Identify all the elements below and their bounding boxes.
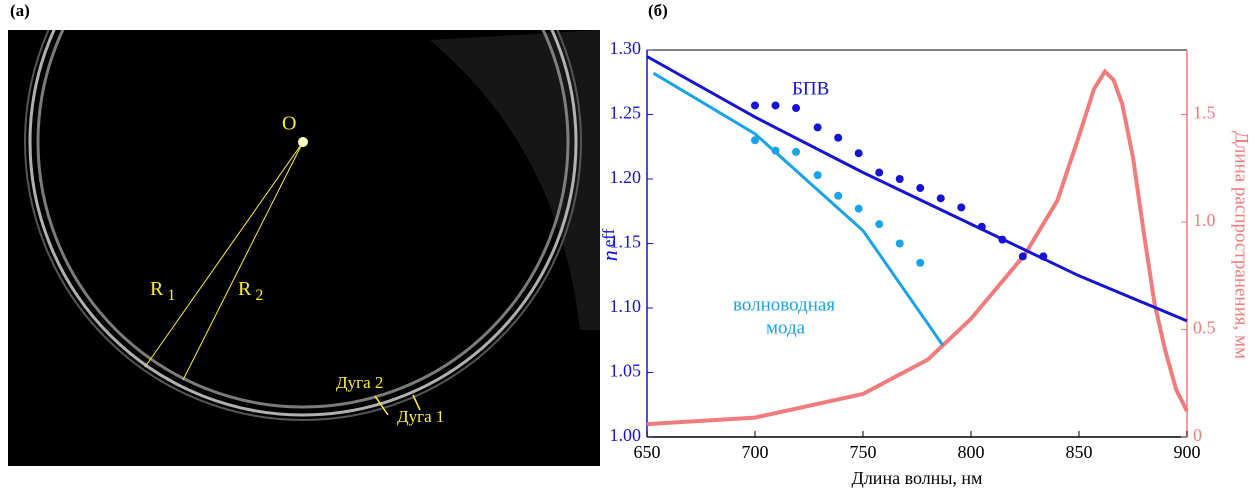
x-tick-label: 650 xyxy=(634,442,661,462)
data-point xyxy=(854,204,863,213)
y-tick-label: 1.30 xyxy=(610,38,642,58)
data-point xyxy=(771,101,780,110)
radius-index: 2 xyxy=(255,287,263,304)
x-tick-label: 850 xyxy=(1066,442,1093,462)
data-point xyxy=(875,168,884,177)
data-point xyxy=(957,203,966,212)
y-tick-label: 1.00 xyxy=(610,425,642,445)
radius-index: 1 xyxy=(167,287,175,304)
data-point xyxy=(834,191,843,200)
data-point xyxy=(977,222,986,231)
data-point xyxy=(792,147,801,156)
y2-tick-label: 1.0 xyxy=(1193,210,1216,230)
y-label-symbol: n xyxy=(597,250,622,261)
y-tick-label: 1.10 xyxy=(610,296,642,316)
data-point xyxy=(813,123,822,132)
y-tick-label: 1.05 xyxy=(610,361,642,381)
data-point xyxy=(895,175,904,183)
radius-symbol: R xyxy=(150,278,164,300)
data-point xyxy=(916,258,925,267)
annotation: БПВ xyxy=(792,78,829,99)
data-point xyxy=(998,235,1007,244)
data-point xyxy=(792,104,801,113)
x-tick-label: 700 xyxy=(742,442,769,462)
series-line xyxy=(646,68,1189,427)
data-point xyxy=(834,133,843,142)
y2-tick-label: 1.5 xyxy=(1193,103,1216,123)
data-point xyxy=(875,220,884,229)
micro-image xyxy=(8,30,600,466)
annotation: волноводная xyxy=(733,294,835,315)
y-axis-label: n eff xyxy=(597,228,622,261)
data-point xyxy=(916,184,925,193)
y2-axis-label: Длина распространения, мм xyxy=(1231,131,1252,359)
x-tick-label: 750 xyxy=(850,442,877,462)
y-tick-label: 1.20 xyxy=(610,167,642,187)
data-point xyxy=(813,171,822,180)
radius-symbol: R xyxy=(238,278,252,300)
y2-tick-label: 0 xyxy=(1193,425,1202,445)
data-point xyxy=(1018,252,1027,261)
y2-tick-label: 0.5 xyxy=(1193,318,1216,338)
panel-label: (a) xyxy=(10,1,30,20)
x-tick-label: 900 xyxy=(1174,442,1201,462)
x-axis-label: Длина волны, нм xyxy=(852,468,983,488)
data-point xyxy=(751,101,759,110)
series-line xyxy=(646,55,1188,323)
data-point xyxy=(751,136,759,145)
data-point xyxy=(936,194,945,203)
y-label-sub: eff xyxy=(599,228,618,247)
x-tick-label: 800 xyxy=(958,442,985,462)
series-line xyxy=(652,71,945,347)
data-point xyxy=(854,149,863,158)
annotation: мода xyxy=(766,317,806,338)
data-point xyxy=(771,146,780,155)
arc-label: Дуга 2 xyxy=(336,373,383,392)
y-tick-label: 1.15 xyxy=(610,232,642,252)
data-point xyxy=(1039,252,1048,261)
center-label: O xyxy=(282,113,296,135)
y-tick-label: 1.25 xyxy=(610,103,642,123)
panel-label: (б) xyxy=(648,1,668,20)
data-point xyxy=(895,239,904,248)
arc-label: Дуга 1 xyxy=(397,407,444,426)
